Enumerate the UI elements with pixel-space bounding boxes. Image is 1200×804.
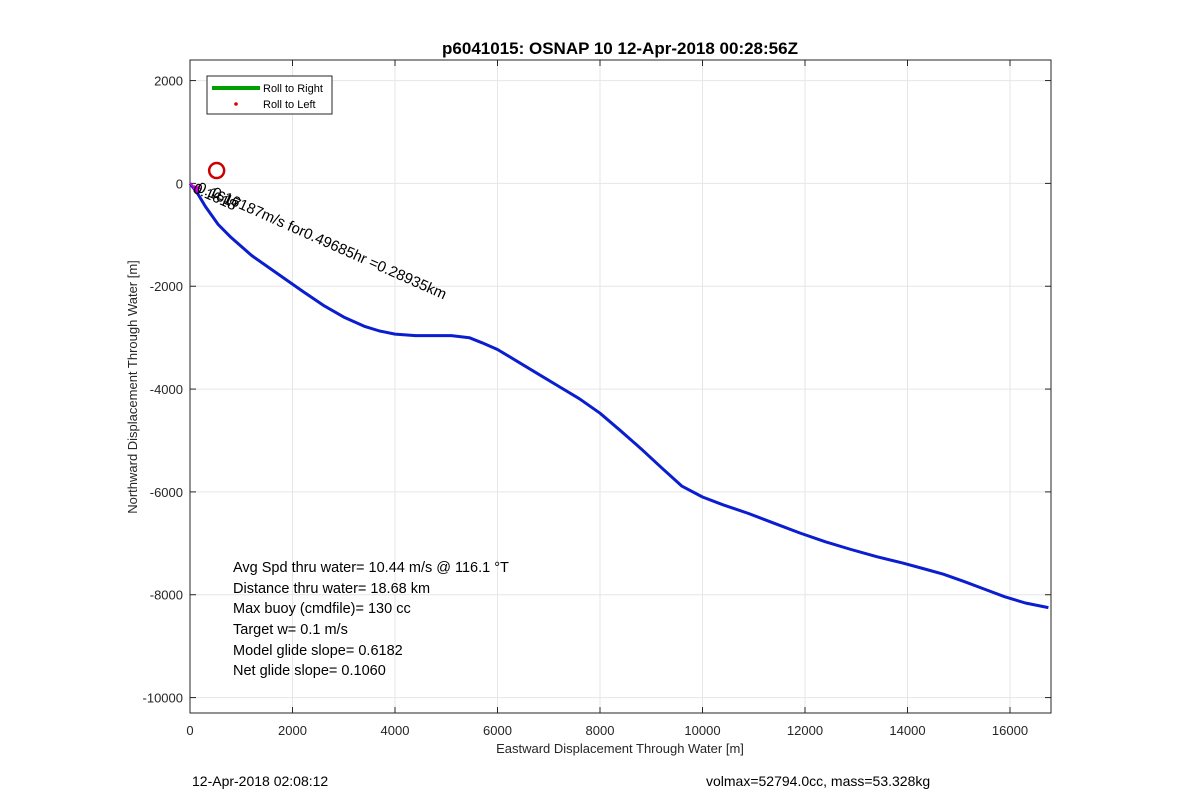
axis-ticks [189,60,1051,713]
legend: Roll to Right Roll to Left [206,75,333,115]
x-tick-label: 12000 [787,723,823,738]
stats-line: Net glide slope= 0.1060 [233,663,386,679]
y-tick-label: 2000 [154,74,183,89]
footer-summary: volmax=52794.0cc, mass=53.328kg [706,773,931,789]
axes-box [189,59,1052,714]
x-tick-label: 2000 [278,723,307,738]
x-axis-label: Eastward Displacement Through Water [m] [496,741,744,756]
chart-title: p6041015: OSNAP 10 12-Apr-2018 00:28:56Z [442,39,798,58]
start-position-marker [207,161,226,180]
legend-label-roll-right: Roll to Right [263,83,323,95]
y-tick-label: -6000 [150,485,183,500]
y-tick-label: 0 [176,176,183,191]
legend-swatch-roll-left [234,102,238,106]
x-tick-label: 0 [186,723,193,738]
y-tick-label: -8000 [150,588,183,603]
stats-line: Model glide slope= 0.6182 [233,643,403,659]
grid-lines [189,60,1051,713]
footer-timestamp: 12-Apr-2018 02:08:12 [192,773,329,789]
y-axis-label: Northward Displacement Through Water [m] [125,260,140,514]
x-tick-label: 10000 [684,723,720,738]
stats-block: Avg Spd thru water= 10.44 m/s @ 116.1 °T… [233,560,509,679]
stats-line: Max buoy (cmdfile)= 130 cc [233,601,411,617]
legend-label-roll-left: Roll to Left [263,99,316,111]
stats-line: Target w= 0.1 m/s [233,622,348,638]
y-tick-label: -10000 [143,691,183,706]
stats-line: Avg Spd thru water= 10.44 m/s @ 116.1 °T [233,560,509,576]
x-tick-label: 14000 [889,723,925,738]
current-star-marker [192,184,201,193]
x-tick-label: 4000 [381,723,410,738]
chart-figure: 0 2000 4000 6000 8000 10000 12000 14000 16000 200… [125,39,1052,756]
x-tick-label: 8000 [586,723,615,738]
series-layer [188,182,1049,610]
stats-line: Distance thru water= 18.68 km [233,581,430,597]
legend-box [206,75,333,115]
x-tick-label: 6000 [483,723,512,738]
y-tick-label: -4000 [150,382,183,397]
marker-layer [189,161,226,193]
glider-track-line [188,182,1049,610]
y-tick-label: -2000 [150,279,183,294]
x-tick-label: 16000 [992,723,1028,738]
current-vector-label: 0.16187m/s for0.49685hr =0.28935km [209,184,449,303]
tick-labels: 0 2000 4000 6000 8000 10000 12000 14000 16000 200… [143,74,1029,738]
